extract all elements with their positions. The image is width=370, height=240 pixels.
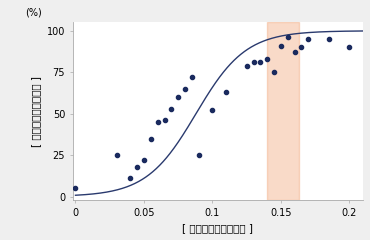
Point [326,37,332,41]
Point [244,64,250,67]
Bar [267,23,299,200]
Point [250,60,256,64]
Point [175,95,181,99]
Point [285,36,291,39]
Text: (%): (%) [25,7,41,17]
Point [168,107,174,111]
Point [134,165,140,169]
Point [196,153,202,157]
Point [189,75,195,79]
X-axis label: [ 立体音の響きの変化 ]: [ 立体音の響きの変化 ] [182,223,253,233]
Point [73,186,78,190]
Point [346,45,352,49]
Point [264,57,270,61]
Point [182,87,188,91]
Point [114,153,120,157]
Point [209,108,215,112]
Point [127,176,133,180]
Point [148,137,154,140]
Point [258,60,263,64]
Point [223,90,229,94]
Point [299,45,305,49]
Point [155,120,161,124]
Point [292,50,297,54]
Y-axis label: [ 空間認識のしやすさ ]: [ 空間認識のしやすさ ] [31,76,41,147]
Point [141,158,147,162]
Point [162,118,168,122]
Point [278,44,284,48]
Point [305,37,311,41]
Point [271,70,277,74]
